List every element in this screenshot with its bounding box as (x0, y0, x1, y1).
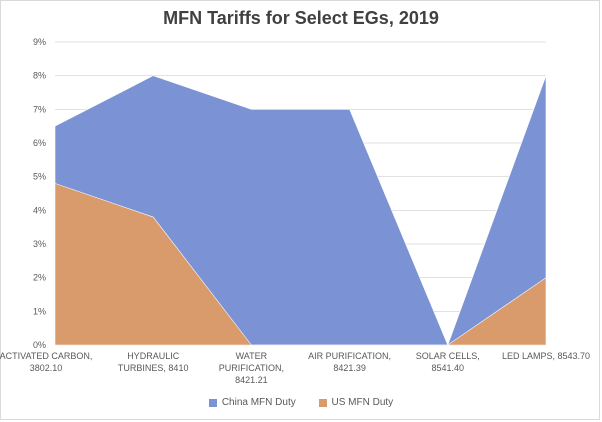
x-axis-categories: ACTIVATED CARBON, 3802.10 HYDRAULIC TURBINE… (0, 351, 590, 385)
y-axis-ticks: 0% 1% 2% 3% 4% 5% 6% 7% 8% 9% (33, 37, 46, 350)
y-tick-label: 0% (33, 340, 46, 350)
x-category-label: WATER PURIFICATION, 8421.21 (219, 351, 284, 385)
x-category-label: AIR PURIFICATION, 8421.39 (308, 351, 391, 373)
legend-item-us: US MFN Duty (318, 397, 394, 408)
legend: China MFN Duty US MFN Duty (0, 397, 602, 410)
y-tick-label: 1% (33, 306, 46, 316)
y-tick-label: 7% (33, 104, 46, 114)
x-category-label: HYDRAULIC TURBINES, 8410 (118, 351, 189, 373)
y-tick-label: 2% (33, 273, 46, 283)
x-category-label: LED LAMPS, 8543.70 (502, 351, 590, 361)
legend-swatch-china (208, 398, 217, 407)
y-tick-label: 3% (33, 239, 46, 249)
y-tick-label: 8% (33, 71, 46, 81)
y-tick-label: 6% (33, 138, 46, 148)
area-layer (54, 75, 547, 346)
x-category-label: ACTIVATED CARBON, 3802.10 (0, 351, 92, 373)
legend-label-us: US MFN Duty (331, 397, 394, 408)
x-category-label: SOLAR CELLS, 8541.40 (416, 351, 480, 373)
legend-swatch-us (318, 398, 327, 407)
y-tick-label: 4% (33, 205, 46, 215)
y-tick-label: 5% (33, 172, 46, 182)
chart-title: MFN Tariffs for Select EGs, 2019 (163, 8, 439, 28)
y-tick-label: 9% (33, 37, 46, 47)
legend-item-china: China MFN Duty (208, 397, 296, 408)
area-series-us (54, 182, 547, 346)
legend-label-china: China MFN Duty (221, 397, 296, 408)
